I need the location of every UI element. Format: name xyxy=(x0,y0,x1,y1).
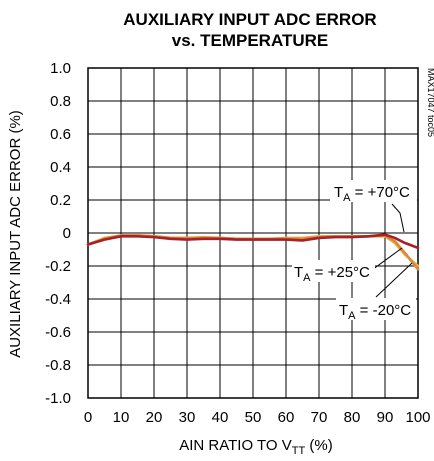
x-axis-label-main: AIN RATIO TO V xyxy=(179,437,292,454)
x-tick-label: 30 xyxy=(179,409,196,426)
series-line-2 xyxy=(86,233,420,250)
series-group xyxy=(86,233,420,271)
x-axis-label-unit: (%) xyxy=(305,437,333,454)
figure-code-label: MAX17047 toc05 xyxy=(426,68,434,137)
y-axis-label: AUXILIARY INPUT ADC ERROR (%) xyxy=(7,110,24,358)
annotation-leaders xyxy=(371,203,413,298)
x-tick-label: 10 xyxy=(113,409,130,426)
x-tick-label: 70 xyxy=(311,409,328,426)
annotation-70c: TA = +70°C xyxy=(334,184,410,204)
x-tick-label: 40 xyxy=(212,409,229,426)
y-tick-label: 0.4 xyxy=(50,159,71,176)
annotation-20c-sub: A xyxy=(348,310,356,322)
annotation-bg-20c xyxy=(336,298,416,320)
leader-70c xyxy=(391,203,405,233)
annotation-70c-text: = +70°C xyxy=(351,184,411,201)
x-tick-label: 60 xyxy=(278,409,295,426)
plot-frame xyxy=(87,67,419,399)
leader-25c xyxy=(371,247,403,271)
x-tick-label: 100 xyxy=(405,409,430,426)
x-tick-label: 90 xyxy=(377,409,394,426)
annotation-25c-sub: A xyxy=(303,272,311,284)
chart-title-line2: vs. TEMPERATURE xyxy=(172,31,329,50)
annotation-bg-25c xyxy=(292,260,375,282)
y-tick-labels: 1.0 0.8 0.6 0.4 0.2 0 -0.2 -0.4 -0.6 -0.8 -1.0 xyxy=(45,60,71,407)
y-tick-label: 0.6 xyxy=(50,126,71,143)
annotation-70c-sub: A xyxy=(343,192,351,204)
annotation-20c-t: T xyxy=(339,302,348,319)
y-tick-label: -0.8 xyxy=(45,357,71,374)
x-tick-label: 20 xyxy=(146,409,163,426)
annotation-20c: TA = -20°C xyxy=(339,302,411,322)
y-tick-label: 0 xyxy=(63,225,71,242)
x-tick-label: 80 xyxy=(344,409,361,426)
annotation-25c-t: T xyxy=(294,264,303,281)
y-tick-label: 0.2 xyxy=(50,192,71,209)
y-tick-label: -0.4 xyxy=(45,291,71,308)
y-tick-label: 0.8 xyxy=(50,93,71,110)
annotation-25c: TA = +25°C xyxy=(294,264,370,284)
x-tick-label: 0 xyxy=(84,409,92,426)
annotation-70c-t: T xyxy=(334,184,343,201)
grid xyxy=(87,67,419,399)
y-tick-label: -0.6 xyxy=(45,324,71,341)
x-axis-label: AIN RATIO TO VTT (%) xyxy=(179,437,332,457)
y-tick-label: -0.2 xyxy=(45,258,71,275)
x-axis-label-sub: TT xyxy=(292,445,306,457)
x-tick-labels: 0 10 20 30 40 50 60 70 80 90 100 xyxy=(84,409,431,426)
leader-20c xyxy=(375,262,413,298)
annotation-25c-text: = +25°C xyxy=(311,264,371,281)
annotation-bg-70c xyxy=(330,180,417,202)
y-tick-label: 1.0 xyxy=(50,60,71,77)
x-tick-label: 50 xyxy=(245,409,262,426)
annotation-20c-text: = -20°C xyxy=(356,302,412,319)
y-tick-label: -1.0 xyxy=(45,390,71,407)
chart-title-line1: AUXILIARY INPUT ADC ERROR xyxy=(123,10,376,29)
